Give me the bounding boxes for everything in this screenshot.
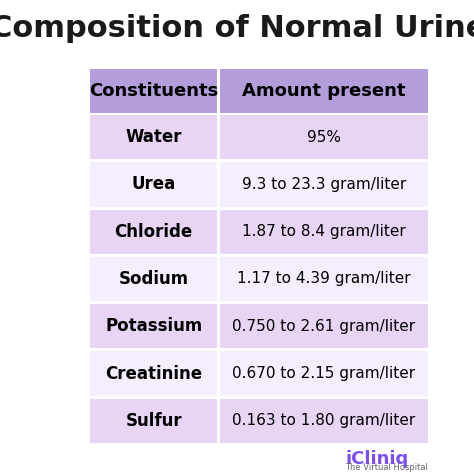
- Bar: [219, 351, 428, 396]
- Text: Constituents: Constituents: [89, 82, 219, 100]
- Bar: [90, 399, 218, 443]
- Text: Sulfur: Sulfur: [126, 412, 182, 430]
- Text: Composition of Normal Urine: Composition of Normal Urine: [0, 14, 474, 43]
- Text: 9.3 to 23.3 gram/liter: 9.3 to 23.3 gram/liter: [242, 177, 406, 192]
- Text: Creatinine: Creatinine: [105, 365, 202, 383]
- Text: Chloride: Chloride: [115, 223, 193, 241]
- Bar: [90, 162, 218, 207]
- Bar: [90, 351, 218, 396]
- Bar: [219, 257, 428, 301]
- Text: Water: Water: [126, 128, 182, 146]
- Text: 95%: 95%: [307, 130, 341, 145]
- Bar: [90, 304, 218, 349]
- Text: 1.87 to 8.4 gram/liter: 1.87 to 8.4 gram/liter: [242, 224, 406, 239]
- Bar: [90, 257, 218, 301]
- Bar: [219, 304, 428, 349]
- Bar: [90, 69, 218, 114]
- Bar: [219, 210, 428, 254]
- Bar: [90, 210, 218, 254]
- Bar: [90, 115, 218, 159]
- Bar: [219, 162, 428, 207]
- Text: 0.750 to 2.61 gram/liter: 0.750 to 2.61 gram/liter: [232, 319, 415, 334]
- Text: 1.17 to 4.39 gram/liter: 1.17 to 4.39 gram/liter: [237, 272, 410, 287]
- Text: 0.670 to 2.15 gram/liter: 0.670 to 2.15 gram/liter: [232, 366, 415, 381]
- Bar: [219, 69, 428, 114]
- Text: The Virtual Hospital: The Virtual Hospital: [345, 463, 428, 472]
- Bar: [219, 399, 428, 443]
- Text: Sodium: Sodium: [118, 270, 189, 288]
- Text: Potassium: Potassium: [105, 317, 202, 335]
- Text: 0.163 to 1.80 gram/liter: 0.163 to 1.80 gram/liter: [232, 413, 415, 429]
- Text: Amount present: Amount present: [242, 82, 406, 100]
- Text: iCliniq: iCliniq: [345, 450, 409, 468]
- Text: Urea: Urea: [132, 175, 176, 193]
- Bar: [219, 115, 428, 159]
